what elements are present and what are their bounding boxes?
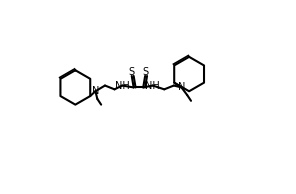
Text: NH: NH [115, 81, 130, 91]
Text: N: N [178, 82, 185, 92]
Text: N: N [92, 86, 99, 96]
Text: NH: NH [145, 81, 160, 91]
Text: S: S [142, 67, 148, 77]
Text: S: S [129, 67, 135, 77]
